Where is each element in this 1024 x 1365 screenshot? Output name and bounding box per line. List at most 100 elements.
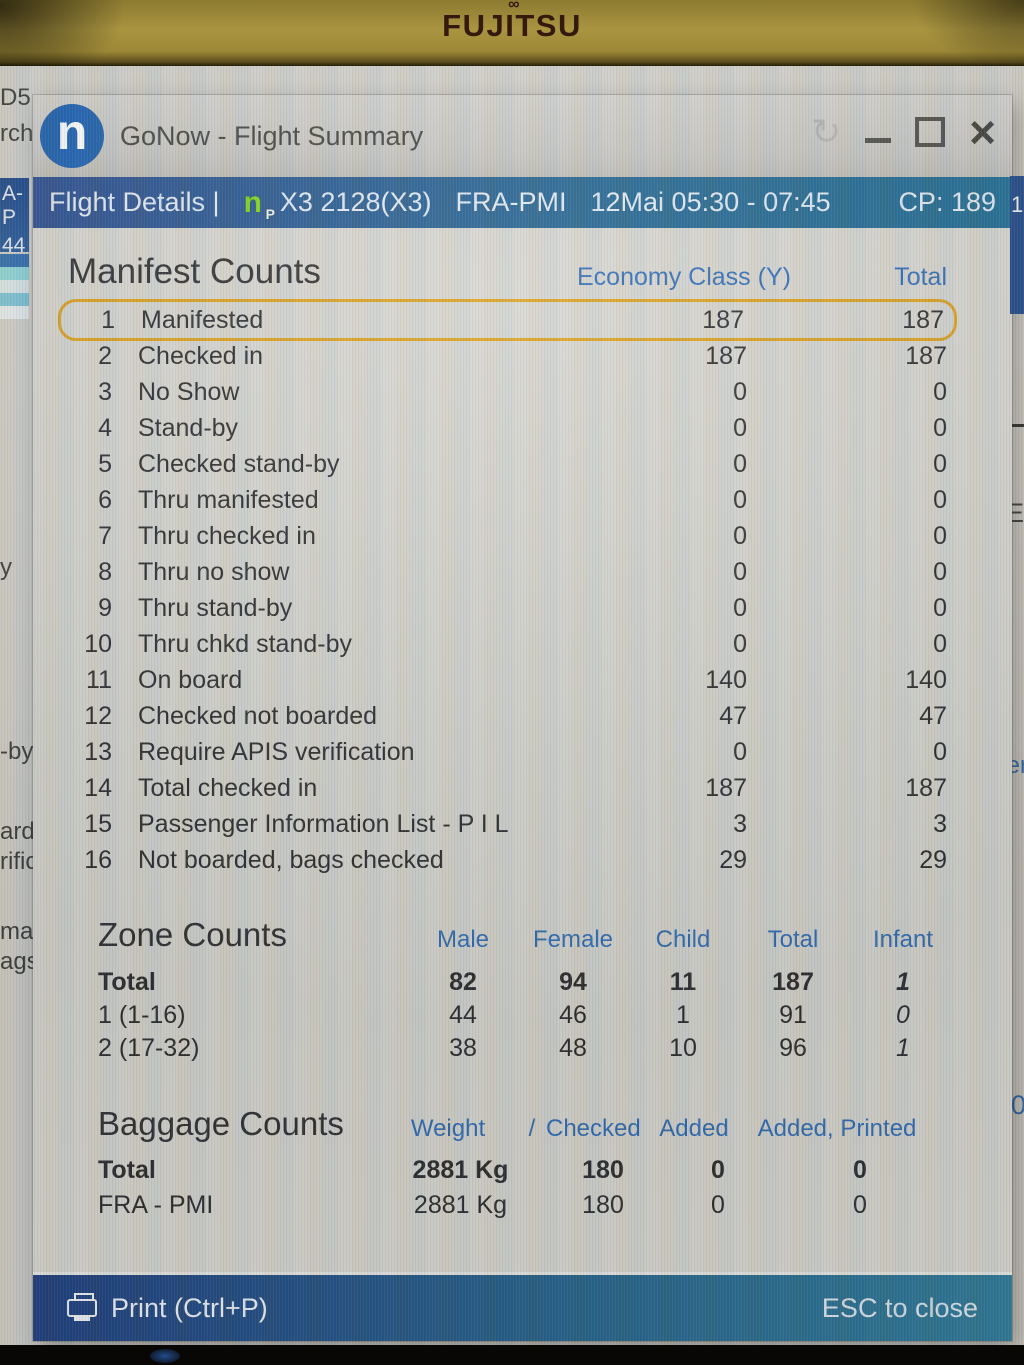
screen: D5 rch A-P 44 y -by arde rific mat ags (…: [0, 66, 1024, 1345]
manifest-row[interactable]: 14 Total checked in 187 187: [68, 770, 947, 806]
column-header-economy: Economy Class (Y): [577, 263, 791, 291]
total-value: 29: [919, 845, 947, 874]
bg-fragment-line: [1010, 424, 1024, 427]
economy-value: 187: [705, 341, 747, 370]
row-number: 9: [98, 593, 112, 622]
manifest-row[interactable]: 7 Thru checked in 0 0: [68, 518, 947, 554]
economy-value: 0: [733, 449, 747, 478]
manifest-row[interactable]: 6 Thru manifested 0 0: [68, 482, 947, 518]
economy-value: 0: [733, 521, 747, 550]
flight-summary-window: n GoNow - Flight Summary ↻ × Flight Deta…: [33, 95, 1012, 1341]
column-header-male: Male: [436, 926, 490, 953]
row-number: 14: [84, 773, 112, 802]
close-button[interactable]: ×: [969, 106, 996, 158]
total-value: 47: [919, 701, 947, 730]
infant-value: 1: [896, 1034, 910, 1062]
dialog-content: Manifest Counts Economy Class (Y) Total …: [33, 228, 1012, 1272]
bg-window-strip-right: 1: [1010, 176, 1024, 314]
zone-row: 1 (1-16) 44 46 1 91 0: [98, 999, 947, 1032]
economy-value: 47: [719, 701, 747, 730]
column-header-child: Child: [655, 926, 711, 953]
female-value: 94: [559, 968, 587, 996]
baggage-table: Total 2881 Kg 180 0 0 FRA - PMI 2881 Kg …: [98, 1153, 947, 1223]
weight-value: 2881 Kg: [413, 1191, 508, 1219]
added-value: 0: [711, 1191, 725, 1219]
total-value: 0: [933, 593, 947, 622]
row-label: Thru chkd stand-by: [138, 629, 352, 658]
row-label: Checked not boarded: [138, 701, 378, 730]
minimize-button[interactable]: [865, 137, 892, 143]
row-number: 7: [98, 521, 112, 550]
total-value: 0: [933, 413, 947, 442]
column-header-added: Added: [659, 1115, 729, 1142]
row-number: 6: [98, 485, 112, 514]
row-number: 11: [86, 665, 112, 694]
added-printed-value: 0: [853, 1156, 867, 1184]
male-value: 82: [449, 968, 477, 996]
row-number: 16: [84, 845, 112, 874]
total-value: 0: [933, 449, 947, 478]
bg-window-strip: A-P 44: [0, 178, 29, 257]
fujitsu-logo: FUJITSU ∞: [0, 0, 1024, 44]
male-value: 38: [449, 1034, 477, 1062]
column-header-weight: Weight: [410, 1115, 486, 1142]
row-number: 8: [98, 557, 112, 586]
manifest-row[interactable]: 16 Not boarded, bags checked 29 29: [68, 842, 947, 878]
total-value: 0: [933, 485, 947, 514]
economy-value: 0: [733, 485, 747, 514]
economy-value: 0: [733, 413, 747, 442]
manifest-row[interactable]: 9 Thru stand-by 0 0: [68, 590, 947, 626]
print-button[interactable]: Print (Ctrl+P): [67, 1293, 268, 1324]
refresh-icon[interactable]: ↻: [810, 111, 842, 152]
total-value: 96: [779, 1034, 807, 1062]
total-value: 187: [902, 305, 944, 334]
manifest-row[interactable]: 13 Require APIS verification 0 0: [68, 734, 947, 770]
row-label: FRA - PMI: [98, 1191, 214, 1219]
row-number: 2: [98, 341, 112, 370]
manifest-row[interactable]: 5 Checked stand-by 0 0: [68, 446, 947, 482]
checked-value: 180: [582, 1156, 624, 1184]
manifest-row[interactable]: 11 On board 140 140: [68, 662, 947, 698]
row-label: Total: [98, 968, 156, 996]
male-value: 44: [449, 1001, 477, 1029]
manifest-header: Manifest Counts Economy Class (Y) Total: [68, 252, 947, 292]
weight-value: 2881 Kg: [412, 1156, 509, 1184]
row-label: On board: [138, 665, 243, 694]
gonow-logo-icon: n: [40, 104, 104, 168]
manifest-row[interactable]: 8 Thru no show 0 0: [68, 554, 947, 590]
total-value: 0: [933, 377, 947, 406]
manifest-row-selected[interactable]: 1 Manifested 187 187: [58, 299, 957, 341]
manifest-row[interactable]: 15 Passenger Information List - P I L 3 …: [68, 806, 947, 842]
row-label: Checked stand-by: [138, 449, 340, 478]
manifest-row[interactable]: 10 Thru chkd stand-by 0 0: [68, 626, 947, 662]
zone-row: 2 (17-32) 38 48 10 96 1: [98, 1032, 947, 1065]
manifest-row[interactable]: 2 Checked in 187 187: [68, 338, 947, 374]
zone-row-total: Total 82 94 11 187 1: [98, 966, 947, 999]
row-label: Not boarded, bags checked: [138, 845, 444, 874]
row-label: Thru manifested: [138, 485, 319, 514]
maximize-button[interactable]: [915, 117, 946, 147]
total-value: 187: [905, 773, 947, 802]
economy-value: 140: [705, 665, 747, 694]
monitor-bezel: FUJITSU ∞: [0, 0, 1024, 66]
row-label: Require APIS verification: [138, 737, 415, 766]
manifest-row[interactable]: 12 Checked not boarded 47 47: [68, 698, 947, 734]
printer-icon: [67, 1293, 97, 1321]
total-value: 187: [772, 968, 814, 996]
row-label: Thru no show: [138, 557, 290, 586]
zone-header: Zone Counts Male Female Child Total Infa…: [98, 916, 947, 954]
zone-title: Zone Counts: [98, 916, 287, 953]
female-value: 48: [559, 1034, 587, 1062]
manifest-row[interactable]: 3 No Show 0 0: [68, 374, 947, 410]
manifest-row[interactable]: 4 Stand-by 0 0: [68, 410, 947, 446]
child-value: 1: [676, 1001, 690, 1029]
bg-fragment: D5: [0, 84, 31, 111]
child-value: 10: [669, 1034, 697, 1062]
capacity-value: CP: 189: [898, 187, 996, 217]
total-value: 187: [905, 341, 947, 370]
row-label: Manifested: [141, 305, 264, 334]
flight-route: FRA-PMI: [455, 187, 567, 217]
column-header-checked: Checked: [546, 1115, 641, 1142]
